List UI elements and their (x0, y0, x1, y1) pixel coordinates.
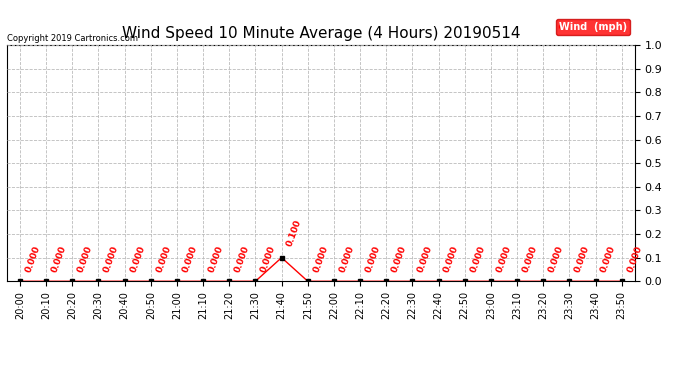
Text: 0.000: 0.000 (573, 245, 591, 274)
Text: 0.000: 0.000 (416, 245, 434, 274)
Text: 0.000: 0.000 (259, 245, 277, 274)
Text: 0.000: 0.000 (102, 245, 120, 274)
Text: 0.100: 0.100 (286, 219, 304, 248)
Text: 0.000: 0.000 (521, 245, 539, 274)
Legend: Wind  (mph): Wind (mph) (556, 19, 630, 35)
Text: 0.000: 0.000 (181, 245, 199, 274)
Text: 0.000: 0.000 (442, 245, 460, 274)
Text: 0.000: 0.000 (24, 245, 42, 274)
Text: 0.000: 0.000 (469, 245, 486, 274)
Text: 0.000: 0.000 (207, 245, 225, 274)
Text: 0.000: 0.000 (338, 245, 356, 274)
Text: 0.000: 0.000 (50, 245, 68, 274)
Text: Copyright 2019 Cartronics.com: Copyright 2019 Cartronics.com (7, 34, 138, 43)
Text: 0.000: 0.000 (76, 245, 95, 274)
Text: 0.000: 0.000 (390, 245, 408, 274)
Text: 0.000: 0.000 (495, 245, 513, 274)
Text: 0.000: 0.000 (233, 245, 251, 274)
Text: 0.000: 0.000 (547, 245, 565, 274)
Title: Wind Speed 10 Minute Average (4 Hours) 20190514: Wind Speed 10 Minute Average (4 Hours) 2… (121, 26, 520, 41)
Text: 0.000: 0.000 (600, 245, 618, 274)
Text: 0.000: 0.000 (128, 245, 146, 274)
Text: 0.000: 0.000 (626, 245, 644, 274)
Text: 0.000: 0.000 (312, 245, 330, 274)
Text: 0.000: 0.000 (364, 245, 382, 274)
Text: 0.000: 0.000 (155, 245, 172, 274)
